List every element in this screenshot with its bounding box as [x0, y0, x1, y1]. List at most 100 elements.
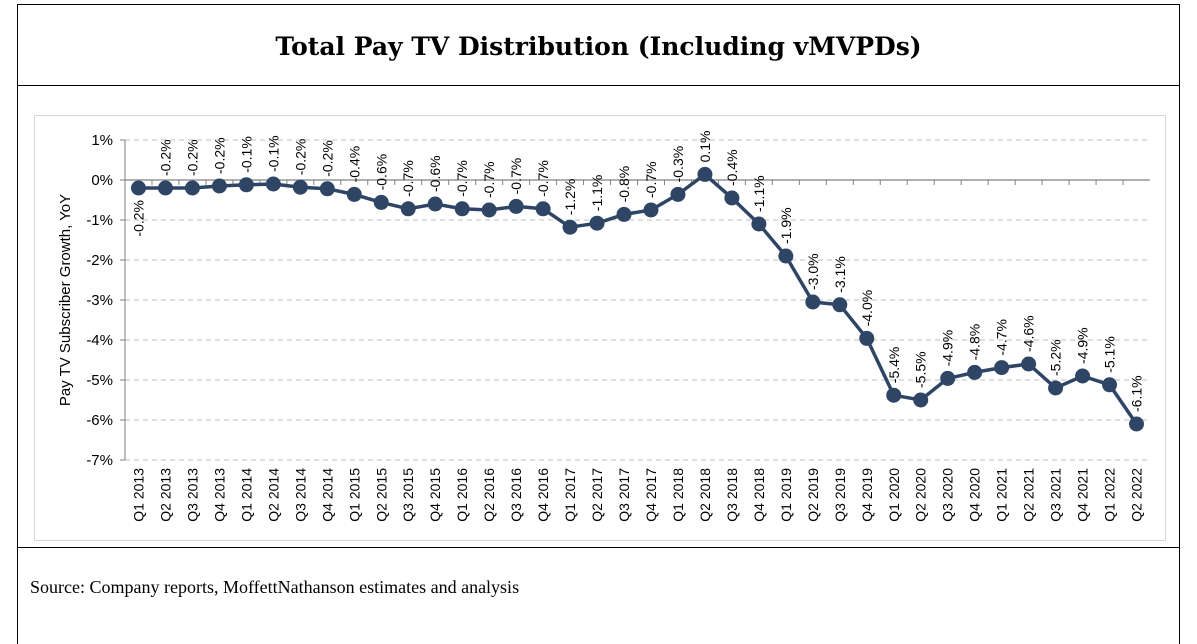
x-tick-label: Q1 2015	[346, 468, 362, 522]
y-tick-label: -2%	[86, 252, 113, 269]
data-label: -0.7%	[400, 160, 416, 197]
y-tick-label: -7%	[86, 452, 113, 469]
x-tick-label: Q3 2020	[940, 468, 956, 522]
x-tick-label: Q2 2018	[697, 468, 713, 522]
data-point	[292, 179, 308, 195]
x-tick-label: Q3 2014	[292, 468, 308, 522]
x-tick-label: Q3 2017	[616, 468, 632, 522]
x-tick-label: Q2 2017	[589, 468, 605, 522]
data-label: -0.2%	[157, 139, 173, 176]
data-label: -0.2%	[184, 139, 200, 176]
data-point	[805, 294, 821, 310]
data-label: -4.0%	[859, 290, 875, 327]
axes: 1% 0% -1% -2% -3% -4% -5% -6% -7% Q1 2013 Q2 2013 Q…	[86, 132, 1150, 522]
x-tick-label: Q2 2019	[805, 468, 821, 522]
data-point	[589, 215, 605, 231]
data-label: -0.6%	[373, 154, 389, 191]
data-point	[562, 219, 578, 235]
data-label: 0.1%	[697, 130, 713, 162]
data-label: -0.4%	[724, 149, 740, 186]
data-label: -0.7%	[535, 160, 551, 197]
x-tick-label: Q2 2020	[913, 468, 929, 522]
data-point	[211, 178, 227, 194]
x-tick-label: Q1 2017	[562, 468, 578, 522]
data-label: -3.1%	[832, 256, 848, 293]
data-label: -1.1%	[589, 175, 605, 212]
data-point	[643, 202, 659, 218]
x-tick-label: Q3 2018	[724, 468, 740, 522]
x-tick-label: Q2 2015	[373, 468, 389, 522]
chart-title: Total Pay TV Distribution (Including vMV…	[275, 32, 922, 61]
y-axis-label: Pay TV Subscriber Growth, YoY	[57, 194, 74, 406]
data-label: -4.6%	[1021, 315, 1037, 352]
x-tick-label: Q1 2021	[994, 468, 1010, 522]
data-point	[157, 180, 173, 196]
x-tick-label: Q2 2022	[1129, 468, 1145, 522]
data-label: -6.1%	[1129, 375, 1145, 412]
data-point	[130, 180, 146, 196]
x-tick-label: Q4 2013	[211, 468, 227, 522]
data-point	[535, 201, 551, 217]
data-point	[670, 186, 686, 202]
data-labels: -0.2% -0.2% -0.2% -0.2% -0.1% -0.1% -0.2% -0.2%…	[130, 130, 1144, 412]
data-point	[859, 330, 875, 346]
data-label: -0.1%	[238, 136, 254, 173]
x-tick-label: Q1 2022	[1102, 468, 1118, 522]
data-label: -0.7%	[508, 158, 524, 195]
data-point	[265, 176, 281, 192]
data-point	[346, 186, 362, 202]
data-point	[913, 392, 929, 408]
data-point	[1102, 377, 1118, 393]
data-label: -0.7%	[643, 161, 659, 198]
x-tick-label: Q3 2019	[832, 468, 848, 522]
data-point	[616, 206, 632, 222]
data-label: -5.5%	[913, 351, 929, 388]
title-box: Total Pay TV Distribution (Including vMV…	[17, 4, 1180, 86]
data-point	[1048, 380, 1064, 396]
data-label: -5.1%	[1102, 336, 1118, 373]
data-label: -1.9%	[778, 207, 794, 244]
data-point	[832, 297, 848, 313]
data-point	[454, 201, 470, 217]
x-tick-label: Q4 2016	[535, 468, 551, 522]
x-tick-label: Q1 2014	[238, 468, 254, 522]
data-point	[400, 201, 416, 217]
data-label: -5.4%	[886, 347, 902, 384]
source-note: Source: Company reports, MoffettNathanso…	[30, 577, 520, 597]
series-line	[138, 172, 1138, 425]
data-label: -0.2%	[292, 139, 308, 176]
data-label: -0.2%	[130, 200, 146, 237]
data-label: -0.6%	[427, 155, 443, 192]
data-point	[778, 248, 794, 264]
x-tick-label: Q2 2021	[1021, 468, 1037, 522]
data-label: -5.2%	[1048, 339, 1064, 376]
data-point	[1075, 368, 1091, 384]
x-tick-label: Q4 2021	[1075, 468, 1091, 522]
x-tick-label: Q1 2020	[886, 468, 902, 522]
x-tick-label: Q1 2019	[778, 468, 794, 522]
data-point	[724, 190, 740, 206]
data-label: -0.3%	[670, 146, 686, 183]
x-tick-label: Q2 2016	[481, 468, 497, 522]
data-point	[697, 166, 713, 182]
series-subscriber-growth	[130, 166, 1145, 432]
data-point	[319, 181, 335, 197]
data-point	[967, 364, 983, 380]
data-label: -1.2%	[562, 179, 578, 216]
x-tick-label: Q1 2018	[670, 468, 686, 522]
data-point	[427, 196, 443, 212]
data-point	[1021, 356, 1037, 372]
x-tick-label: Q1 2016	[454, 468, 470, 522]
data-label: -3.0%	[805, 253, 821, 290]
x-tick-label: Q4 2018	[751, 468, 767, 522]
y-tick-label: -5%	[86, 372, 113, 389]
x-tick-label: Q4 2019	[859, 468, 875, 522]
data-point	[508, 198, 524, 214]
x-tick-label: Q3 2013	[184, 468, 200, 522]
x-tick-label: Q4 2020	[967, 468, 983, 522]
x-tick-label: Q4 2015	[427, 468, 443, 522]
x-tick-label: Q4 2017	[643, 468, 659, 522]
data-point	[238, 177, 254, 193]
y-tick-label: -6%	[86, 412, 113, 429]
data-label: -0.7%	[481, 161, 497, 198]
